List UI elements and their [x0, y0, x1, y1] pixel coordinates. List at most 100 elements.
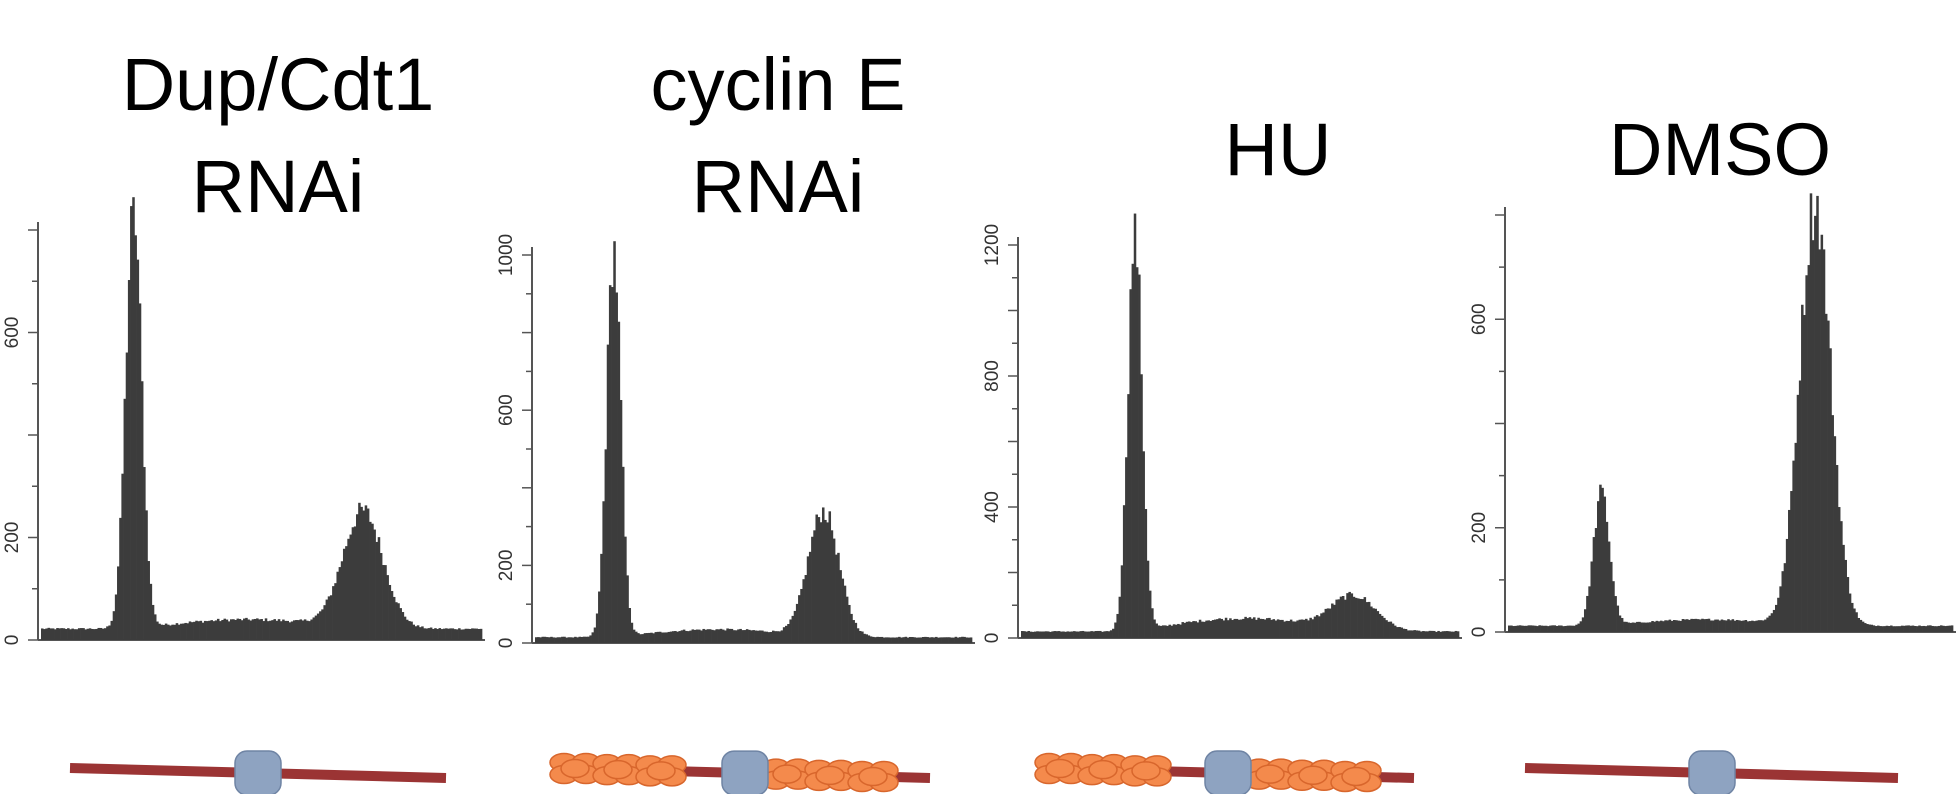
- histogram-bar: [471, 628, 474, 640]
- histogram-bar: [440, 629, 444, 640]
- y-tick-label: 200: [1469, 512, 1490, 544]
- histogram-bar: [1664, 620, 1667, 632]
- histogram-bar: [815, 514, 818, 643]
- histogram-bar: [1296, 620, 1299, 638]
- histogram-bar: [824, 519, 827, 643]
- histogram-bar: [1400, 627, 1403, 638]
- panel-title: RNAi: [692, 145, 865, 228]
- histogram-bar: [1244, 616, 1247, 638]
- histogram-bar: [145, 510, 148, 640]
- histogram-bar: [245, 617, 248, 640]
- histogram-bar: [1670, 620, 1674, 632]
- histogram-bar: [1911, 625, 1915, 632]
- histogram-bar: [1529, 625, 1533, 632]
- histogram-bar: [1257, 617, 1260, 638]
- histogram-bar: [1367, 601, 1371, 638]
- histogram-bar: [334, 583, 337, 640]
- histogram-bar: [1094, 631, 1098, 638]
- histogram-bar: [713, 630, 716, 643]
- histogram-bar: [615, 292, 618, 643]
- histogram-bar: [1935, 626, 1939, 632]
- histogram-bar: [1294, 621, 1297, 638]
- histogram-bar: [1075, 631, 1078, 638]
- histogram-bar: [1629, 622, 1633, 632]
- histogram-bar: [1683, 619, 1687, 632]
- histogram-bar: [1168, 624, 1171, 638]
- histogram-bar: [671, 631, 675, 643]
- histogram-bar: [863, 633, 866, 643]
- histogram-bar: [1924, 626, 1928, 632]
- histogram-bar: [600, 553, 603, 643]
- histogram-bar: [1681, 619, 1685, 632]
- histogram-bar: [1885, 625, 1889, 632]
- histogram-bar: [432, 628, 435, 640]
- histogram-bar: [1083, 631, 1087, 638]
- histogram-bar: [1365, 602, 1369, 638]
- histogram-bar: [1557, 625, 1561, 632]
- histogram-bar: [1929, 625, 1932, 632]
- histogram-bar: [1042, 631, 1046, 638]
- histogram-bar: [1333, 604, 1336, 638]
- histogram-bar: [1735, 619, 1739, 632]
- histogram-bar: [1822, 249, 1826, 632]
- histogram-bar: [167, 624, 170, 640]
- histogram-bar: [808, 551, 812, 643]
- histogram-bar: [232, 619, 235, 640]
- histogram-bar: [1536, 626, 1539, 632]
- histogram-bar: [249, 620, 253, 640]
- histogram-bar: [266, 621, 270, 640]
- histogram-bar: [874, 637, 877, 643]
- histogram-bar: [817, 517, 821, 643]
- histogram-bar: [1903, 625, 1906, 632]
- histogram-bar: [1820, 234, 1824, 632]
- origin-protein-icon: [1688, 750, 1736, 794]
- histogram-bar: [182, 623, 185, 640]
- histogram-bar: [1848, 593, 1852, 632]
- histogram-bar: [427, 628, 431, 640]
- histogram-bar: [351, 527, 355, 640]
- histogram-bar: [156, 621, 159, 640]
- histogram-bar: [1114, 622, 1117, 638]
- chromatin-diagram: [549, 750, 931, 794]
- histogram-bar: [1311, 619, 1315, 638]
- histogram-bar: [741, 630, 745, 643]
- histogram-bar: [795, 603, 799, 643]
- histogram-bar: [924, 636, 927, 643]
- histogram-bar: [569, 637, 573, 643]
- histogram-bar: [691, 629, 695, 643]
- histogram-bar: [1023, 631, 1026, 638]
- histogram-bar: [379, 553, 383, 640]
- histogram-bar: [861, 631, 864, 643]
- mcm-complex-icon: [1244, 758, 1296, 790]
- histogram-bar: [225, 619, 229, 640]
- histogram-bar: [127, 280, 131, 640]
- histogram-bar: [1177, 623, 1180, 638]
- histogram-bar: [1844, 559, 1847, 632]
- y-tick-label: 800: [982, 360, 1003, 392]
- origin-protein-icon: [234, 750, 282, 794]
- histogram-bar: [1437, 630, 1440, 638]
- histogram-bar: [412, 624, 415, 640]
- histogram-bar: [290, 621, 294, 640]
- histogram-bar: [1077, 631, 1080, 638]
- histogram-bar: [323, 605, 326, 640]
- histogram-bar: [1348, 591, 1351, 638]
- histogram-bar: [1233, 618, 1237, 638]
- histogram-bar: [658, 631, 662, 643]
- histogram-bar: [338, 567, 342, 640]
- histogram-bar: [1913, 626, 1917, 632]
- histogram-bar: [1636, 621, 1639, 632]
- histogram-bar: [1099, 630, 1102, 638]
- histogram-bar: [680, 630, 684, 643]
- histogram-bar: [719, 628, 723, 643]
- histogram-bar: [545, 637, 549, 643]
- histogram-bar: [685, 630, 688, 643]
- histogram-bar: [1144, 509, 1148, 638]
- histogram-bar: [1164, 625, 1167, 638]
- histogram-bar: [1331, 603, 1334, 638]
- histogram-bar: [303, 619, 307, 640]
- histogram-bar: [442, 628, 446, 640]
- histogram-bar: [1538, 625, 1541, 632]
- histogram-bar: [1950, 625, 1954, 632]
- histogram-bar: [1718, 620, 1722, 632]
